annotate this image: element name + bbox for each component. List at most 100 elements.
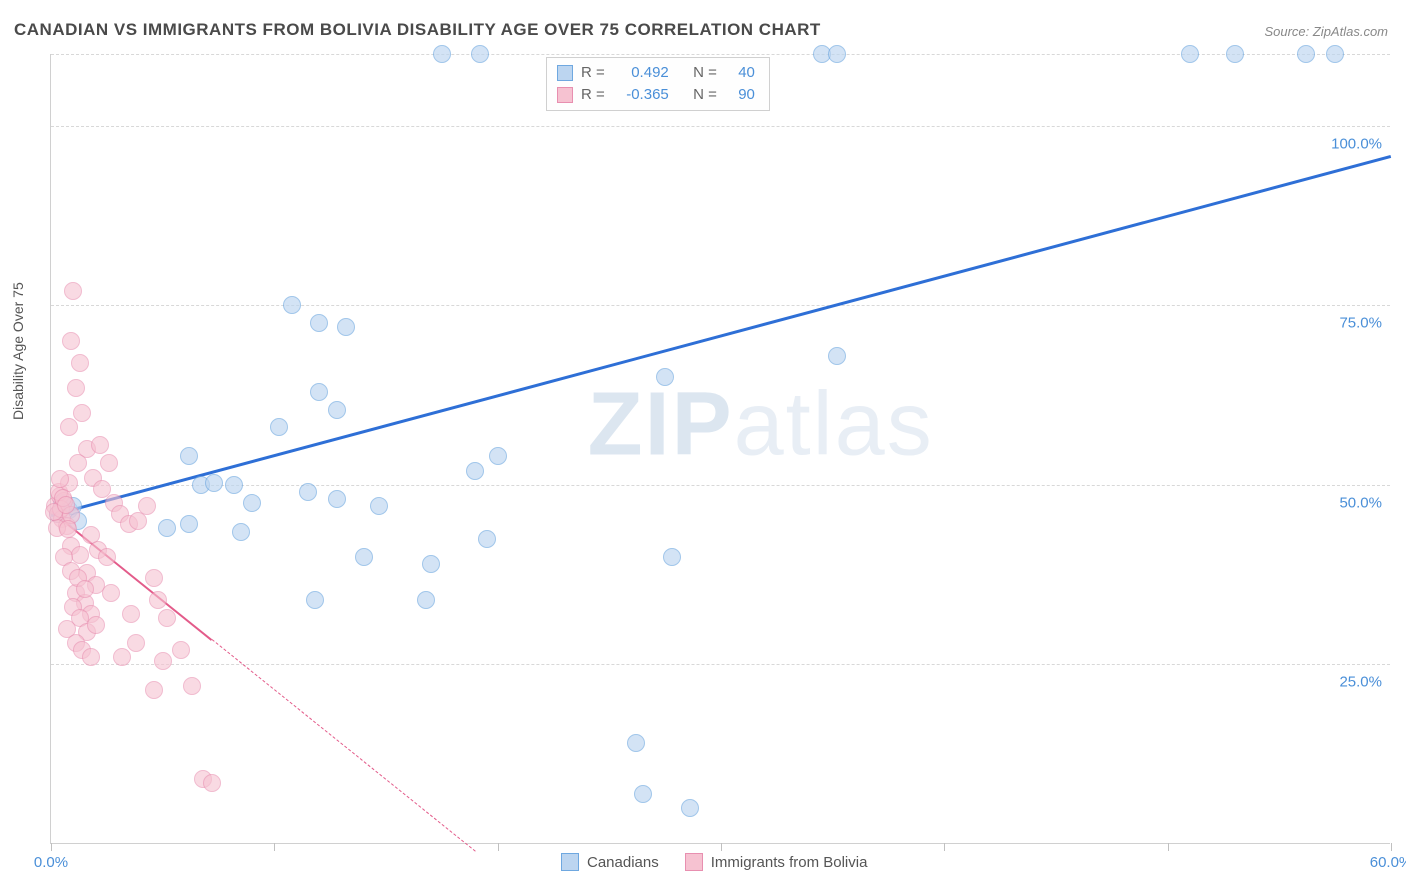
legend-swatch bbox=[685, 853, 703, 871]
x-tick-label: 0.0% bbox=[34, 854, 68, 871]
data-point bbox=[205, 474, 223, 492]
legend-label: Canadians bbox=[587, 854, 659, 871]
data-point bbox=[127, 634, 145, 652]
data-point bbox=[471, 45, 489, 63]
data-point bbox=[158, 519, 176, 537]
stats-r-label: R = bbox=[581, 84, 605, 106]
data-point bbox=[158, 609, 176, 627]
bottom-legend: Canadians Immigrants from Bolivia bbox=[561, 853, 867, 871]
x-tick bbox=[721, 843, 722, 851]
data-point bbox=[466, 462, 484, 480]
plot-area: ZIPatlas R =0.492 N =40R =-0.365 N =90 C… bbox=[50, 54, 1390, 844]
x-tick bbox=[1391, 843, 1392, 851]
data-point bbox=[180, 515, 198, 533]
data-point bbox=[1181, 45, 1199, 63]
data-point bbox=[98, 548, 116, 566]
data-point bbox=[203, 774, 221, 792]
data-point bbox=[71, 354, 89, 372]
data-point bbox=[76, 580, 94, 598]
data-point bbox=[154, 652, 172, 670]
data-point bbox=[828, 45, 846, 63]
data-point bbox=[355, 548, 373, 566]
data-point bbox=[60, 418, 78, 436]
legend-swatch bbox=[561, 853, 579, 871]
data-point bbox=[82, 648, 100, 666]
data-point bbox=[183, 677, 201, 695]
data-point bbox=[59, 520, 77, 538]
x-tick bbox=[498, 843, 499, 851]
data-point bbox=[243, 494, 261, 512]
trend-line bbox=[51, 155, 1392, 517]
stats-n-value: 40 bbox=[725, 62, 755, 84]
data-point bbox=[627, 734, 645, 752]
data-point bbox=[69, 454, 87, 472]
data-point bbox=[656, 368, 674, 386]
gridline bbox=[51, 485, 1390, 486]
gridline bbox=[51, 126, 1390, 127]
data-point bbox=[422, 555, 440, 573]
stats-row: R =0.492 N =40 bbox=[557, 62, 755, 84]
stats-r-label: R = bbox=[581, 62, 605, 84]
data-point bbox=[102, 584, 120, 602]
data-point bbox=[1297, 45, 1315, 63]
data-point bbox=[283, 296, 301, 314]
gridline bbox=[51, 664, 1390, 665]
chart-container: CANADIAN VS IMMIGRANTS FROM BOLIVIA DISA… bbox=[0, 0, 1406, 892]
legend-item: Canadians bbox=[561, 853, 659, 871]
data-point bbox=[91, 436, 109, 454]
watermark: ZIPatlas bbox=[588, 373, 934, 476]
stats-row: R =-0.365 N =90 bbox=[557, 84, 755, 106]
data-point bbox=[172, 641, 190, 659]
x-tick bbox=[1168, 843, 1169, 851]
data-point bbox=[113, 648, 131, 666]
legend-swatch bbox=[557, 65, 573, 81]
x-tick-label: 60.0% bbox=[1370, 854, 1406, 871]
data-point bbox=[62, 332, 80, 350]
data-point bbox=[87, 616, 105, 634]
data-point bbox=[328, 490, 346, 508]
y-tick-label: 100.0% bbox=[1331, 135, 1382, 152]
legend-swatch bbox=[557, 87, 573, 103]
data-point bbox=[1326, 45, 1344, 63]
data-point bbox=[433, 45, 451, 63]
y-tick-label: 75.0% bbox=[1339, 315, 1382, 332]
y-tick-label: 25.0% bbox=[1339, 674, 1382, 691]
data-point bbox=[310, 314, 328, 332]
x-tick bbox=[944, 843, 945, 851]
data-point bbox=[51, 470, 69, 488]
data-point bbox=[828, 347, 846, 365]
data-point bbox=[634, 785, 652, 803]
data-point bbox=[270, 418, 288, 436]
legend-item: Immigrants from Bolivia bbox=[685, 853, 868, 871]
data-point bbox=[57, 496, 75, 514]
data-point bbox=[1226, 45, 1244, 63]
data-point bbox=[122, 605, 140, 623]
x-tick bbox=[274, 843, 275, 851]
watermark-rest: atlas bbox=[734, 374, 934, 474]
source-attribution: Source: ZipAtlas.com bbox=[1264, 24, 1388, 39]
data-point bbox=[225, 476, 243, 494]
trend-line-dashed bbox=[211, 639, 475, 852]
data-point bbox=[138, 497, 156, 515]
data-point bbox=[306, 591, 324, 609]
data-point bbox=[100, 454, 118, 472]
watermark-bold: ZIP bbox=[588, 374, 734, 474]
data-point bbox=[67, 379, 85, 397]
stats-box: R =0.492 N =40R =-0.365 N =90 bbox=[546, 57, 770, 111]
data-point bbox=[145, 681, 163, 699]
x-tick bbox=[51, 843, 52, 851]
stats-r-value: -0.365 bbox=[613, 84, 669, 106]
gridline bbox=[51, 305, 1390, 306]
data-point bbox=[64, 282, 82, 300]
data-point bbox=[489, 447, 507, 465]
y-axis-label: Disability Age Over 75 bbox=[10, 282, 26, 420]
data-point bbox=[663, 548, 681, 566]
y-tick-label: 50.0% bbox=[1339, 494, 1382, 511]
stats-n-label: N = bbox=[693, 84, 717, 106]
data-point bbox=[337, 318, 355, 336]
stats-r-value: 0.492 bbox=[613, 62, 669, 84]
data-point bbox=[73, 404, 91, 422]
data-point bbox=[145, 569, 163, 587]
data-point bbox=[417, 591, 435, 609]
data-point bbox=[478, 530, 496, 548]
